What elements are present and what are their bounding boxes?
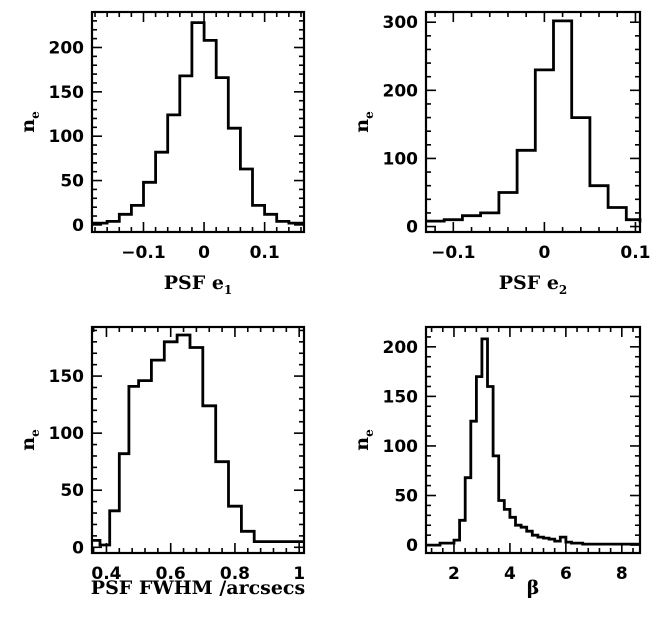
x-tick-label: 0.8 <box>220 564 250 584</box>
x-tick-label: 0 <box>538 243 550 263</box>
plot-frame <box>424 10 642 234</box>
x-tick-label: 8 <box>616 564 628 584</box>
panel-psf-e1: 0 50 100 150 200 −0.1 0 0.1 PSF e1 ne <box>17 10 306 297</box>
histogram-series <box>92 333 304 547</box>
panel-beta: 0 50 100 150 200 2 4 6 8 β ne <box>351 325 642 599</box>
x-tick-label: −0.1 <box>121 243 165 263</box>
histogram-series <box>92 21 304 225</box>
y-tick-label: 150 <box>49 367 85 387</box>
x-axis-label: PSF FWHM /arcsecs <box>91 577 305 599</box>
y-tick-label: 50 <box>394 487 418 507</box>
panel-psf-e2: 0 100 200 300 −0.1 0 0.1 PSF e2 ne <box>351 10 650 297</box>
x-tick-label: 4 <box>504 564 516 584</box>
histogram-series <box>426 337 640 547</box>
y-axis-label: ne <box>17 111 42 133</box>
y-tick-label: 0 <box>406 536 418 556</box>
plot-frame <box>90 10 306 234</box>
x-tick-label: 0.1 <box>620 243 650 263</box>
x-axis-label: β <box>527 577 540 599</box>
x-tick-label: 0.1 <box>250 243 280 263</box>
y-tick-label: 200 <box>383 81 419 101</box>
x-tick-label: 1 <box>293 564 305 584</box>
y-tick-label: 200 <box>49 38 85 58</box>
x-tick-label: 0 <box>198 243 210 263</box>
y-axis-label: ne <box>351 429 376 451</box>
y-tick-label: 0 <box>72 216 84 236</box>
x-tick-label: −0.1 <box>431 243 475 263</box>
y-tick-label: 100 <box>383 149 419 169</box>
y-tick-label: 150 <box>49 83 85 103</box>
plot-frame <box>90 325 306 555</box>
x-axis-label: PSF e1 <box>164 272 233 297</box>
y-tick-label: 50 <box>60 172 84 192</box>
y-axis-label: ne <box>351 111 376 133</box>
y-tick-label: 50 <box>60 481 84 501</box>
x-tick-label: 0.6 <box>156 564 186 584</box>
x-tick-label: 6 <box>560 564 572 584</box>
y-tick-label: 200 <box>383 338 419 358</box>
y-tick-label: 100 <box>383 437 419 457</box>
x-axis-label: PSF e2 <box>499 272 568 297</box>
x-tick-label: 0.4 <box>91 564 121 584</box>
histogram-series <box>426 19 642 223</box>
y-tick-label: 0 <box>72 538 84 558</box>
y-tick-label: 300 <box>383 13 419 33</box>
y-tick-label: 100 <box>49 127 85 147</box>
plot-frame <box>424 325 642 555</box>
y-tick-label: 150 <box>383 387 419 407</box>
x-tick-label: 2 <box>448 564 460 584</box>
y-tick-label: 0 <box>406 218 418 238</box>
y-axis-label: ne <box>17 429 42 451</box>
y-tick-label: 100 <box>49 424 85 444</box>
